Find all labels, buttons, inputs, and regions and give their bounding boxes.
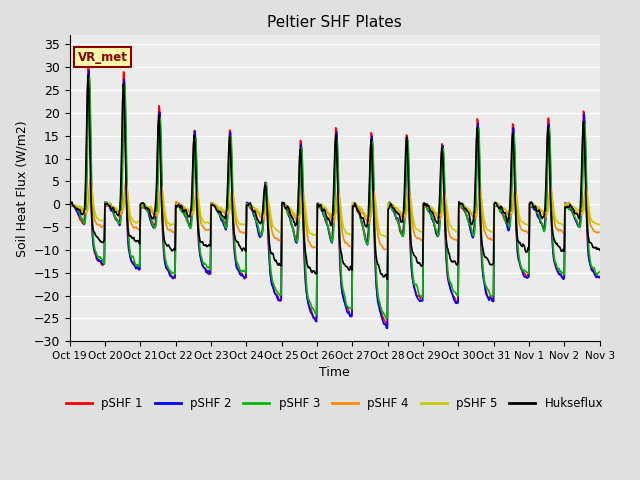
- Legend: pSHF 1, pSHF 2, pSHF 3, pSHF 4, pSHF 5, Hukseflux: pSHF 1, pSHF 2, pSHF 3, pSHF 4, pSHF 5, …: [61, 392, 608, 415]
- Title: Peltier SHF Plates: Peltier SHF Plates: [268, 15, 402, 30]
- X-axis label: Time: Time: [319, 367, 350, 380]
- Text: VR_met: VR_met: [77, 50, 127, 64]
- Y-axis label: Soil Heat Flux (W/m2): Soil Heat Flux (W/m2): [15, 120, 28, 257]
